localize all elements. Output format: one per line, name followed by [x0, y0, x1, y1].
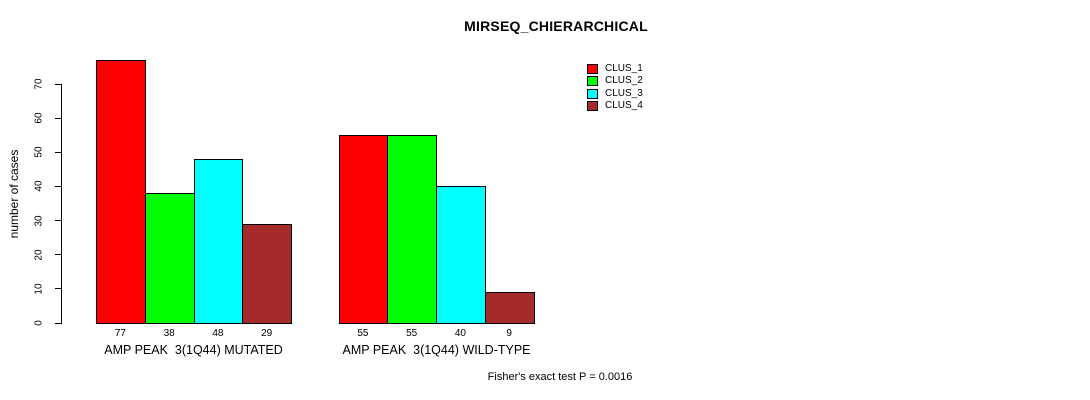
bar-clus_2 [144, 193, 195, 324]
y-tick [55, 220, 61, 222]
y-axis-label: number of cases [7, 149, 21, 239]
legend-label: CLUS_2 [605, 75, 643, 87]
legend-label: CLUS_1 [605, 63, 643, 74]
y-tick-label: 50 [33, 146, 45, 158]
y-tick-label: 30 [33, 215, 45, 227]
bar-clus_2 [387, 135, 437, 324]
bar-value-label: 9 [506, 328, 512, 339]
bar-value-label: 55 [357, 328, 369, 339]
y-tick [55, 254, 61, 256]
legend-swatch-clus-2 [587, 76, 598, 87]
chart-title: MIRSEQ_CHIERARCHICAL [464, 18, 648, 34]
y-tick [55, 117, 61, 119]
y-tick [55, 288, 61, 290]
bar-value-label: 29 [261, 328, 273, 339]
legend-label: CLUS_3 [605, 87, 643, 99]
y-axis-line [61, 84, 62, 324]
y-tick [55, 151, 61, 153]
y-tick [55, 83, 61, 85]
legend-item-clus-4: CLUS_4 [587, 100, 643, 112]
statistical-test-note: Fisher's exact test P = 0.0016 [487, 371, 633, 383]
bar-clus_4 [484, 292, 535, 324]
legend-item-clus-1: CLUS_1 [587, 64, 643, 74]
y-tick [55, 322, 61, 324]
y-tick-label: 10 [33, 283, 45, 295]
y-tick [55, 185, 61, 187]
legend-item-clus-2: CLUS_2 [587, 75, 643, 87]
bar-value-label: 48 [212, 328, 224, 339]
y-tick-label: 70 [33, 78, 45, 90]
group-label-wild-type: AMP PEAK 3(1Q44) WILD-TYPE [342, 343, 531, 357]
y-tick-label: 20 [33, 249, 45, 261]
bar-clus_1 [96, 60, 146, 324]
group-label-mutated: AMP PEAK 3(1Q44) MUTATED [104, 343, 283, 357]
bar-clus_3 [193, 159, 244, 324]
legend-item-clus-3: CLUS_3 [587, 87, 643, 99]
y-tick-label: 40 [33, 180, 45, 192]
legend-swatch-clus-4 [587, 101, 598, 112]
bar-clus_4 [242, 223, 292, 324]
bar-value-label: 38 [163, 328, 175, 339]
y-tick-label: 0 [33, 320, 45, 326]
legend: CLUS_1 CLUS_2 CLUS_3 CLUS_4 [587, 64, 643, 114]
legend-swatch-clus-3 [587, 88, 598, 99]
bar-clus_3 [436, 186, 486, 324]
legend-label: CLUS_4 [605, 100, 643, 112]
bar-value-label: 77 [114, 328, 126, 339]
y-tick-label: 60 [33, 112, 45, 124]
bar-value-label: 40 [454, 328, 466, 339]
legend-swatch-clus-1 [587, 64, 598, 74]
bar-value-label: 55 [406, 328, 418, 339]
bar-clus_1 [338, 135, 389, 324]
